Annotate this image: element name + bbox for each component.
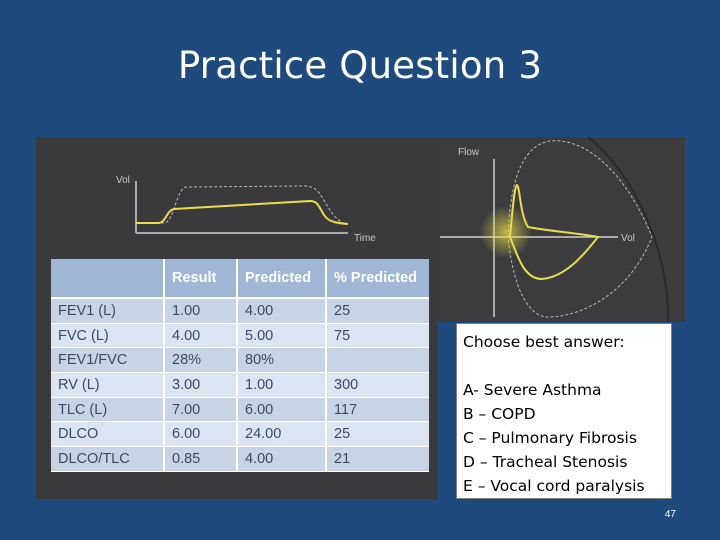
cell-result: 6.00	[164, 421, 238, 448]
cell-test: DLCO	[51, 421, 165, 448]
cell-test: FEV1 (L)	[51, 298, 165, 324]
cell-result: 28%	[164, 347, 238, 374]
cell-pct: 25	[326, 421, 429, 448]
answer-option-b[interactable]: B – COPD	[463, 405, 536, 423]
header-test	[51, 259, 165, 299]
table-row: FEV1 (L) 1.00 4.00 25	[51, 298, 429, 324]
cell-pct: 300	[326, 372, 429, 398]
answer-option-c[interactable]: C – Pulmonary Fibrosis	[463, 429, 637, 447]
vt-patient-curve	[136, 199, 349, 225]
cell-predicted: 24.00	[237, 421, 327, 448]
fv-peak-glow	[480, 206, 532, 258]
cell-result: 3.00	[164, 372, 238, 398]
cell-pct: 117	[326, 397, 429, 423]
vt-x-label: Time	[354, 233, 376, 244]
answer-option-d[interactable]: D – Tracheal Stenosis	[463, 453, 628, 471]
table-row: RV (L) 3.00 1.00 300	[51, 372, 429, 398]
pft-table: Result Predicted % Predicted FEV1 (L) 1.…	[51, 259, 429, 472]
header-result: Result	[164, 259, 238, 299]
table-row: FVC (L) 4.00 5.00 75	[51, 323, 429, 349]
cell-test: TLC (L)	[51, 397, 165, 423]
flow-volume-panel	[438, 137, 685, 322]
table-header-row: Result Predicted % Predicted	[51, 259, 429, 299]
cell-predicted: 1.00	[237, 372, 327, 398]
fv-outer-arc	[587, 137, 670, 322]
table-row: DLCO/TLC 0.85 4.00 21	[51, 446, 429, 472]
page-number: 47	[664, 509, 676, 520]
cell-predicted: 4.00	[237, 298, 327, 324]
fv-predicted-curve	[507, 140, 653, 318]
volume-time-chart: Vol Time	[116, 175, 376, 244]
cell-result: 7.00	[164, 397, 238, 423]
cell-predicted: 5.00	[237, 323, 327, 349]
cell-result: 4.00	[164, 323, 238, 349]
cell-result: 0.85	[164, 446, 238, 472]
header-predicted: Predicted	[237, 259, 327, 299]
header-pct-predicted: % Predicted	[326, 259, 429, 299]
cell-predicted: 4.00	[237, 446, 327, 472]
table-row: TLC (L) 7.00 6.00 117	[51, 397, 429, 423]
cell-pct	[326, 347, 429, 374]
table-row: DLCO 6.00 24.00 25	[51, 421, 429, 448]
fv-y-label: Flow	[458, 147, 480, 158]
cell-predicted: 80%	[237, 347, 327, 374]
cell-pct: 75	[326, 323, 429, 349]
cell-pct: 21	[326, 446, 429, 472]
cell-predicted: 6.00	[237, 397, 327, 423]
cell-pct: 25	[326, 298, 429, 324]
table-row: FEV1/FVC 28% 80%	[51, 347, 429, 374]
answer-option-e[interactable]: E – Vocal cord paralysis	[463, 477, 645, 495]
fv-patient-curve	[509, 183, 600, 281]
fv-x-label: Vol	[621, 233, 635, 244]
cell-test: DLCO/TLC	[51, 446, 165, 472]
question-prompt: Choose best answer:	[463, 333, 625, 351]
cell-test: FEV1/FVC	[51, 347, 165, 374]
answer-box: Choose best answer: A- Severe Asthma B –…	[456, 323, 672, 499]
cell-test: FVC (L)	[51, 323, 165, 349]
vt-predicted-curve	[136, 185, 349, 225]
cell-test: RV (L)	[51, 372, 165, 398]
vt-y-label: Vol	[116, 175, 130, 186]
flow-volume-chart: Flow Vol	[440, 137, 670, 322]
answer-option-a[interactable]: A- Severe Asthma	[463, 381, 602, 399]
cell-result: 1.00	[164, 298, 238, 324]
slide-title: Practice Question 3	[177, 44, 543, 87]
